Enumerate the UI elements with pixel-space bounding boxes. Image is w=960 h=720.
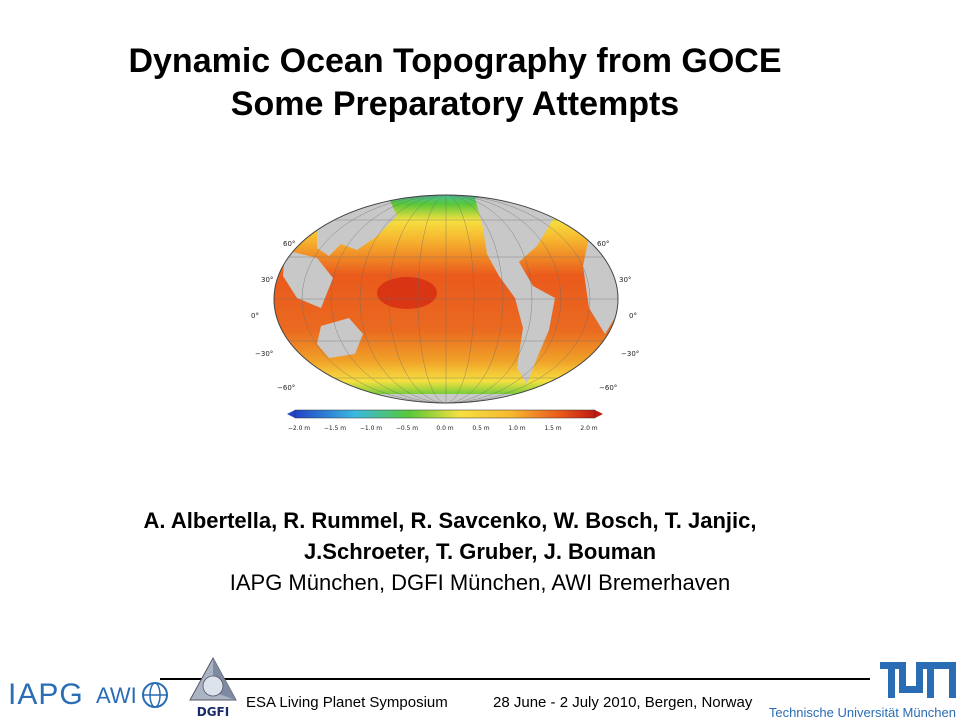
colorbar-tick-2: −1.5 m (324, 425, 346, 432)
land-australia (317, 318, 363, 358)
awi-globe-icon (142, 682, 168, 708)
lat-label-60s-right: −60° (599, 384, 617, 392)
ocean-topography-map: 60° 30° 0° −30° −60° 60° 30° 0° −30° −60… (251, 194, 639, 432)
land-americas (475, 195, 555, 384)
globe-outline (273, 194, 619, 404)
colorbar: −2.0 m −1.5 m −1.0 m −0.5 m 0.0 m 0.5 m … (287, 409, 603, 432)
colorbar-tick-6: 0.5 m (472, 425, 489, 432)
footer-event: ESA Living Planet Symposium (246, 694, 448, 711)
authors-line-1: A. Albertella, R. Rummel, R. Savcenko, W… (143, 508, 757, 533)
tum-name: Technische Universität München (768, 705, 956, 720)
title-line-2: Some Preparatory Attempts (230, 85, 680, 123)
colorbar-tick-5: 0.0 m (436, 425, 453, 432)
title-line-1: Dynamic Ocean Topography from GOCE (128, 42, 782, 80)
colorbar-tick-1: −2.0 m (288, 425, 310, 432)
dgfi-logo: DGFI (189, 656, 237, 719)
lat-label-30n: 30° (261, 276, 273, 284)
colorbar-tick-9: 2.0 m (580, 425, 597, 432)
authors-block: A. Albertella, R. Rummel, R. Savcenko, W… (0, 505, 960, 598)
colorbar-tick-4: −0.5 m (396, 425, 418, 432)
slide-title: Dynamic Ocean Topography from GOCE Some … (0, 40, 910, 126)
footer-dates: 28 June - 2 July 2010, Bergen, Norway (493, 694, 753, 711)
authors-line-2: J.Schroeter, T. Gruber, J. Bouman (303, 539, 657, 564)
footer-divider (160, 678, 870, 680)
dgfi-wordmark: DGFI (197, 705, 229, 719)
lat-label-30n-right: 30° (619, 276, 631, 284)
lat-label-60n: 60° (283, 240, 295, 248)
colorbar-tick-7: 1.0 m (508, 425, 525, 432)
awi-logo: AWI (96, 683, 137, 708)
lat-label-30s-right: −30° (621, 350, 639, 358)
lat-label-60s: −60° (277, 384, 295, 392)
tum-logo (880, 662, 956, 698)
lat-label-0-right: 0° (629, 312, 637, 320)
iapg-logo: IAPG (8, 678, 84, 711)
globe (274, 195, 618, 403)
colorbar-tick-3: −1.0 m (360, 425, 382, 432)
land-asia-islands (283, 250, 333, 308)
affiliations: IAPG München, DGFI München, AWI Bremerha… (229, 570, 731, 595)
lat-label-0: 0° (251, 312, 259, 320)
lat-label-60n-right: 60° (597, 240, 609, 248)
colorbar-tick-8: 1.5 m (544, 425, 561, 432)
lat-label-30s: −30° (255, 350, 273, 358)
lat-labels: 60° 30° 0° −30° −60° 60° 30° 0° −30° −60… (251, 240, 639, 392)
footer: IAPG AWI DGFI ESA Living Planet Symposiu… (0, 650, 960, 720)
